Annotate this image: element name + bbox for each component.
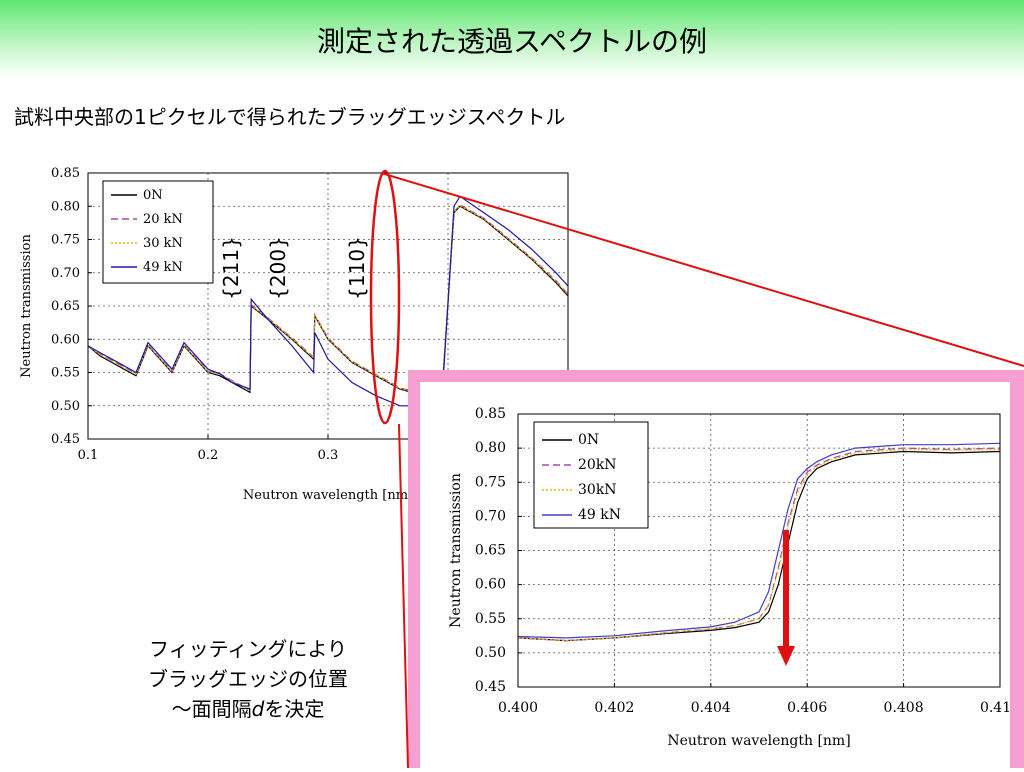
note-line-3-b: を決定: [264, 697, 325, 721]
main-y-tick-label: 0.80: [51, 199, 80, 214]
inset-legend-label: 20kN: [578, 457, 617, 473]
header-band: [0, 0, 1024, 78]
inset-legend-label: 49 kN: [578, 507, 621, 523]
main-y-tick-label: 0.45: [51, 432, 80, 447]
inset-plot-frame: [517, 413, 1001, 688]
main-legend-label: 0N: [143, 188, 163, 203]
slide-title: 測定された透過スペクトルの例: [316, 25, 708, 58]
main-legend-label: 20 kN: [143, 212, 183, 227]
inset-x-axis-label: Neutron wavelength [nm]: [667, 733, 850, 749]
inset-y-tick-label: 0.60: [475, 577, 506, 593]
inset-chart: 0.400 0.402 0.404 0.406 0.408 0.410 0.45 0.50 0.…: [448, 406, 1020, 749]
inset-legend-label: 30kN: [578, 482, 617, 498]
inset-y-tick-label: 0.85: [475, 406, 506, 422]
explanation-note: フィッティングにより ブラッグエッジの位置 ～面間隔dを決定: [118, 634, 378, 724]
slide-subtitle: 試料中央部の1ピクセルで得られたブラッグエッジスペクトル: [14, 105, 566, 129]
inset-panel: 0.400 0.402 0.404 0.406 0.408 0.410 0.45 0.50 0.…: [420, 382, 1020, 768]
inset-x-tick-label: 0.408: [884, 700, 924, 716]
note-d-symbol: d: [251, 697, 265, 721]
note-line-2: ブラッグエッジの位置: [148, 667, 348, 691]
main-x-tick-label: 0.3: [318, 448, 339, 463]
main-y-axis-label: Neutron transmission: [19, 234, 34, 378]
note-line-3: ～面間隔dを決定: [118, 694, 378, 724]
main-x-tick-label: 0.2: [198, 448, 219, 463]
peak-annotation: {110}: [345, 236, 369, 300]
main-legend-label: 49 kN: [143, 260, 183, 275]
inset-x-tick-label: 0.400: [498, 700, 538, 716]
inset-legend-label: 0N: [578, 432, 599, 448]
main-legend-label: 30 kN: [143, 236, 183, 251]
inset-y-tick-label: 0.45: [475, 679, 506, 695]
inset-frame: 0.400 0.402 0.404 0.406 0.408 0.410 0.45 0.50 0.…: [408, 370, 1024, 768]
main-y-tick-label: 0.70: [51, 266, 80, 281]
peak-annotation: {211}: [219, 236, 243, 300]
main-legend-box: [102, 180, 214, 284]
inset-x-tick-label: 0.410: [980, 700, 1010, 716]
main-series-line: [87, 204, 569, 396]
peak-annotation: {200}: [266, 236, 290, 300]
note-line-1: フィッティングにより: [149, 637, 347, 661]
inset-x-tick-label: 0.406: [787, 700, 827, 716]
main-y-tick-label: 0.75: [51, 233, 80, 248]
inset-x-tick-label: 0.402: [594, 700, 634, 716]
inset-y-tick-label: 0.80: [475, 440, 506, 456]
inset-y-tick-label: 0.75: [475, 474, 506, 490]
inset-x-tick-label: 0.404: [691, 700, 731, 716]
main-y-tick-label: 0.65: [51, 299, 80, 314]
inset-y-tick-label: 0.70: [475, 508, 506, 524]
main-x-axis-label: Neutron wavelength [nm]: [243, 488, 413, 503]
main-y-tick-label: 0.85: [51, 166, 80, 181]
inset-y-axis-label: Neutron transmission: [448, 473, 464, 628]
main-x-tick-label: 0.1: [78, 448, 99, 463]
inset-y-tick-label: 0.50: [475, 645, 506, 661]
inset-y-tick-label: 0.55: [475, 611, 506, 627]
main-y-tick-label: 0.50: [51, 399, 80, 414]
inset-y-tick-label: 0.65: [475, 543, 506, 559]
note-line-3-a: ～面間隔: [171, 697, 252, 721]
main-y-tick-label: 0.55: [51, 366, 80, 381]
main-y-tick-label: 0.60: [51, 332, 80, 347]
